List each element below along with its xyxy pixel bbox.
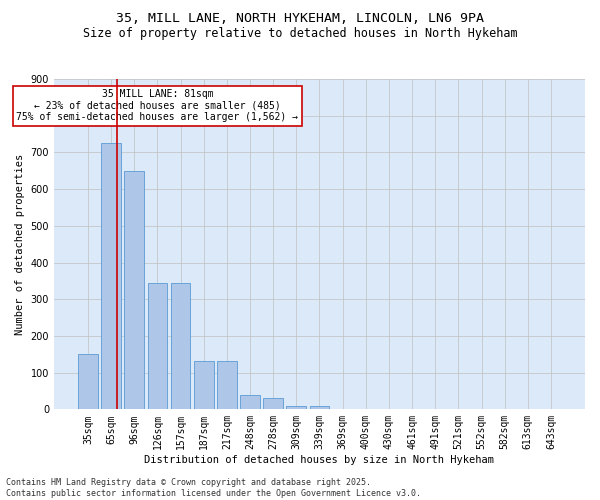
Bar xyxy=(310,406,329,410)
Bar xyxy=(194,361,214,410)
Bar xyxy=(101,143,121,409)
Bar xyxy=(263,398,283,409)
Text: Contains HM Land Registry data © Crown copyright and database right 2025.
Contai: Contains HM Land Registry data © Crown c… xyxy=(6,478,421,498)
Text: 35, MILL LANE, NORTH HYKEHAM, LINCOLN, LN6 9PA: 35, MILL LANE, NORTH HYKEHAM, LINCOLN, L… xyxy=(116,12,484,26)
Bar xyxy=(170,282,190,410)
X-axis label: Distribution of detached houses by size in North Hykeham: Distribution of detached houses by size … xyxy=(145,455,494,465)
Text: Size of property relative to detached houses in North Hykeham: Size of property relative to detached ho… xyxy=(83,28,517,40)
Y-axis label: Number of detached properties: Number of detached properties xyxy=(15,154,25,335)
Bar xyxy=(78,354,98,410)
Text: 35 MILL LANE: 81sqm
← 23% of detached houses are smaller (485)
75% of semi-detac: 35 MILL LANE: 81sqm ← 23% of detached ho… xyxy=(16,89,298,122)
Bar xyxy=(148,282,167,410)
Bar xyxy=(124,171,144,410)
Bar xyxy=(240,394,260,409)
Bar xyxy=(217,361,236,410)
Bar xyxy=(286,406,306,409)
